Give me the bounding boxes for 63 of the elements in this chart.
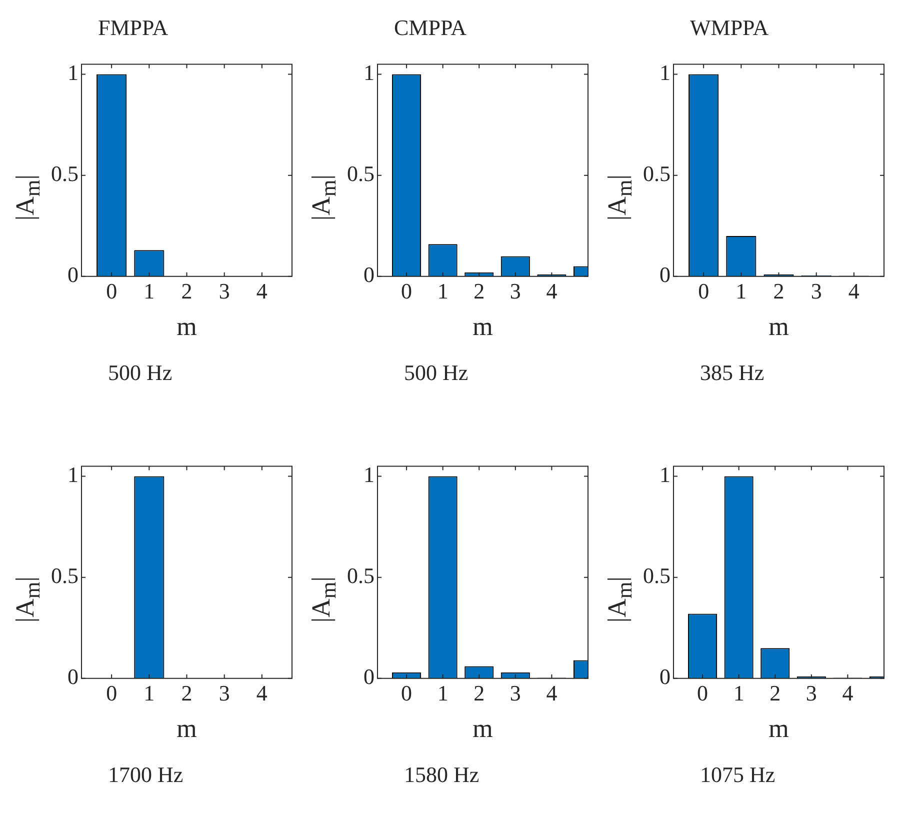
x-tick-label: 3 — [218, 278, 230, 304]
x-tick-label: 3 — [510, 278, 521, 304]
y-tick-label: 0.5 — [347, 563, 374, 588]
y-tick-label: 0 — [364, 262, 374, 288]
x-axis-title: m — [176, 714, 197, 744]
text: 1700 Hz — [108, 762, 184, 788]
x-tick-label: 2 — [181, 278, 192, 304]
x-tick-label: 1 — [437, 680, 448, 706]
x-tick-label: 2 — [773, 278, 784, 304]
text: 1075 Hz — [700, 762, 776, 788]
text: 385 Hz — [700, 360, 766, 386]
x-tick-label: 4 — [546, 278, 558, 304]
y-tick-label: 1 — [660, 60, 670, 86]
x-tick-label: 3 — [510, 680, 521, 706]
x-tick-label: 2 — [181, 680, 192, 706]
x-tick-label: 4 — [546, 680, 558, 706]
chart-title: WMPPA — [689, 14, 770, 42]
x-axis-title: m — [472, 714, 493, 744]
y-tick-label: 1 — [68, 462, 78, 488]
y-tick-label: 0.5 — [643, 563, 670, 588]
x-tick-label: 2 — [474, 680, 485, 706]
y-tick-label: 0.5 — [51, 161, 78, 186]
chart-title: FMPPA — [97, 14, 170, 42]
x-axis-title: m — [768, 312, 789, 342]
x-tick-label: 4 — [256, 278, 268, 304]
x-tick-label: 0 — [697, 680, 708, 706]
y-tick-label: 0.5 — [643, 161, 670, 186]
y-tick-label: 1 — [364, 60, 374, 86]
x-tick-label: 1 — [144, 278, 155, 304]
y-tick-label: 0 — [660, 664, 670, 690]
text: 500 Hz — [404, 360, 470, 386]
x-tick-label: 1 — [733, 680, 744, 706]
y-tick-label: 0 — [364, 664, 374, 690]
x-axis-title: m — [768, 714, 789, 744]
y-tick-label: 0 — [68, 664, 78, 690]
text: 1580 Hz — [404, 762, 480, 788]
x-tick-label: 3 — [806, 680, 817, 706]
y-tick-label: 0 — [68, 262, 78, 288]
x-tick-label: 0 — [698, 278, 710, 304]
x-tick-label: 4 — [848, 278, 860, 304]
y-tick-label: 0.5 — [51, 563, 78, 588]
y-tick-label: 0 — [660, 262, 670, 288]
x-tick-label: 4 — [256, 680, 268, 706]
x-tick-label: 2 — [770, 680, 781, 706]
x-tick-label: 0 — [401, 680, 412, 706]
x-tick-label: 1 — [437, 278, 448, 304]
x-axis-title: m — [176, 312, 197, 342]
x-axis-title: m — [472, 312, 493, 342]
y-tick-label: 1 — [68, 60, 78, 86]
x-tick-label: 3 — [810, 278, 822, 304]
x-tick-label: 1 — [736, 278, 747, 304]
y-tick-label: 1 — [364, 462, 374, 488]
chart-title: CMPPA — [393, 14, 468, 42]
x-tick-label: 0 — [401, 278, 412, 304]
x-tick-label: 2 — [474, 278, 485, 304]
x-tick-label: 3 — [218, 680, 230, 706]
text: 500 Hz — [108, 360, 174, 386]
x-tick-label: 4 — [842, 680, 854, 706]
y-tick-label: 1 — [660, 462, 670, 488]
x-tick-label: 0 — [106, 680, 118, 706]
y-tick-label: 0.5 — [347, 161, 374, 186]
x-tick-label: 1 — [144, 680, 155, 706]
x-tick-label: 0 — [106, 278, 118, 304]
